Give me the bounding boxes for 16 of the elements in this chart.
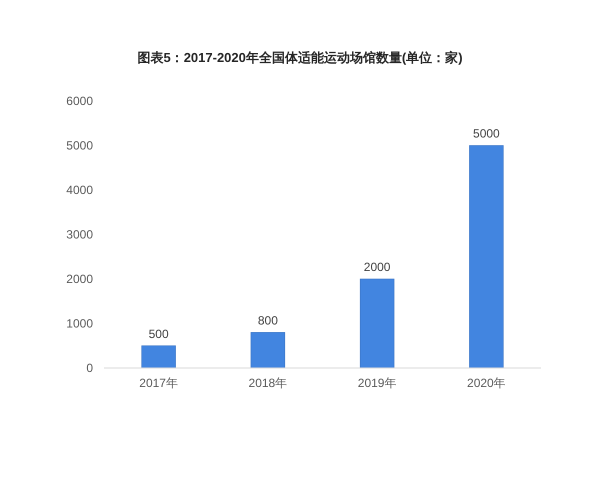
x-tick-label: 2020年 — [467, 376, 506, 390]
data-label: 500 — [148, 326, 169, 341]
x-tick-label: 2017年 — [139, 376, 178, 390]
data-label: 800 — [258, 313, 278, 328]
y-tick-label: 6000 — [66, 94, 93, 108]
y-tick-label: 2000 — [66, 272, 93, 286]
y-tick-label: 5000 — [66, 138, 93, 152]
y-tick-label: 1000 — [66, 316, 93, 330]
y-tick-label: 3000 — [66, 228, 93, 242]
y-tick-label: 4000 — [66, 183, 93, 197]
title: 图表5：2017-2020年全国体适能运动场馆数量(单位：家) — [137, 50, 463, 65]
data-label: 5000 — [473, 126, 500, 140]
data-label: 2000 — [364, 260, 390, 274]
x-tick-label: 2019年 — [358, 376, 396, 390]
y-tick-label: 0 — [86, 361, 93, 375]
x-tick-label: 2018年 — [248, 376, 288, 390]
